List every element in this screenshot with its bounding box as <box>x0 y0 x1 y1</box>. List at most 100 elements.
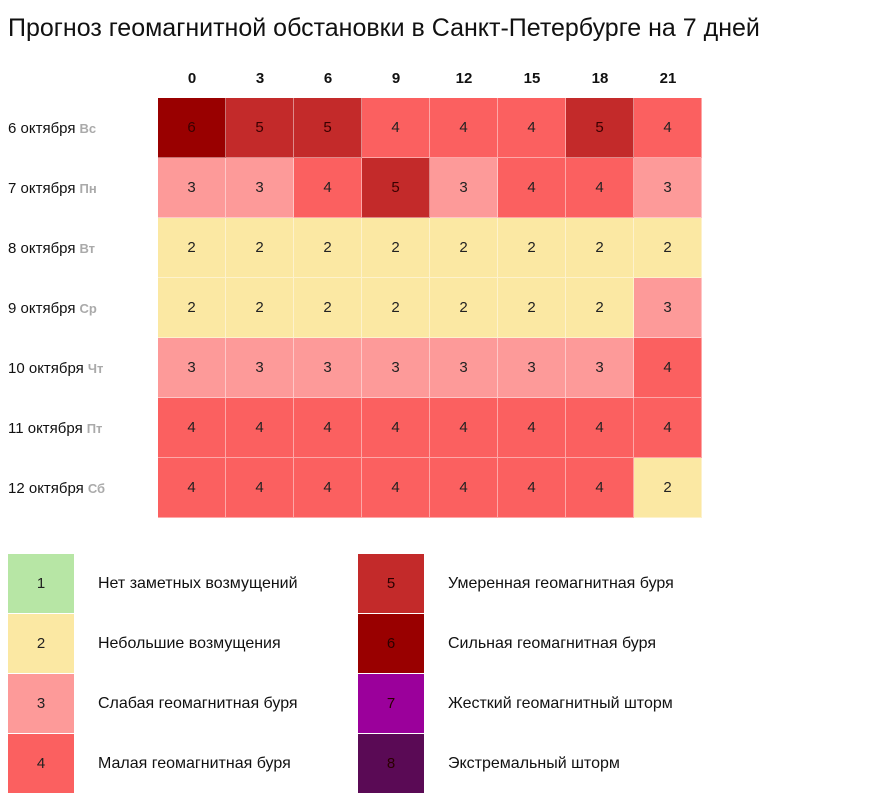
day-label: 8 октября Вт <box>8 240 158 257</box>
heatmap-cell: 2 <box>362 278 430 338</box>
day-label: 10 октября Чт <box>8 360 158 377</box>
heatmap-cell: 2 <box>566 218 634 278</box>
legend-swatch: 6 <box>358 614 424 674</box>
page-title: Прогноз геомагнитной обстановки в Санкт-… <box>8 14 760 42</box>
legend-item: 7 Жесткий геомагнитный шторм <box>358 674 674 734</box>
heatmap-cell: 2 <box>226 218 294 278</box>
heatmap-cell: 4 <box>362 98 430 158</box>
heatmap-row: 7 октября Пн 3 3 4 5 3 4 4 3 <box>8 158 702 218</box>
legend-item: 3 Слабая геомагнитная буря <box>8 674 298 734</box>
heatmap-cell: 3 <box>430 158 498 218</box>
heatmap-cell: 2 <box>158 218 226 278</box>
heatmap-row: 9 октября Ср 2 2 2 2 2 2 2 3 <box>8 278 702 338</box>
hour-header-row: 0 3 6 9 12 15 18 21 <box>158 70 702 87</box>
heatmap-cell: 4 <box>498 398 566 458</box>
heatmap-cell: 4 <box>294 458 362 518</box>
hour-label: 0 <box>187 70 197 87</box>
heatmap-cell: 3 <box>226 158 294 218</box>
legend-item: 5 Умеренная геомагнитная буря <box>358 554 674 614</box>
legend-label: Нет заметных возмущений <box>98 575 298 592</box>
legend-label: Умеренная геомагнитная буря <box>448 575 674 592</box>
heatmap-row: 6 октября Вс 6 5 5 4 4 4 5 4 <box>8 98 702 158</box>
heatmap-cell: 5 <box>294 98 362 158</box>
weekday-label: Пт <box>86 420 103 436</box>
hour-label: 9 <box>391 70 401 87</box>
weekday-label: Чт <box>87 360 104 376</box>
heatmap-cell: 2 <box>634 458 702 518</box>
legend-swatch: 4 <box>8 734 74 794</box>
date-label: 11 октября <box>8 419 83 437</box>
heatmap-cell: 5 <box>226 98 294 158</box>
heatmap-cell: 4 <box>566 458 634 518</box>
heatmap-cell: 4 <box>430 98 498 158</box>
heatmap-row: 10 октября Чт 3 3 3 3 3 3 3 4 <box>8 338 702 398</box>
weekday-label: Сб <box>87 480 106 496</box>
heatmap-cell: 5 <box>362 158 430 218</box>
weekday-label: Вс <box>79 120 97 136</box>
legend-item: 1 Нет заметных возмущений <box>8 554 298 614</box>
heatmap-cell: 4 <box>566 158 634 218</box>
hour-label: 6 <box>323 70 333 87</box>
heatmap-cell: 4 <box>158 398 226 458</box>
weekday-label: Вт <box>79 240 96 256</box>
legend-label: Малая геомагнитная буря <box>98 755 291 772</box>
date-label: 10 октября <box>8 359 84 377</box>
legend-right-column: 5 Умеренная геомагнитная буря 6 Сильная гео… <box>358 554 674 794</box>
heatmap-cell: 2 <box>294 218 362 278</box>
legend-swatch: 3 <box>8 674 74 734</box>
heatmap-cell: 2 <box>566 278 634 338</box>
heatmap-cell: 4 <box>430 458 498 518</box>
heatmap-cell: 4 <box>294 158 362 218</box>
heatmap-cell: 2 <box>294 278 362 338</box>
heatmap-cell: 2 <box>634 218 702 278</box>
date-label: 12 октября <box>8 479 84 497</box>
legend-swatch: 1 <box>8 554 74 614</box>
heatmap-cell: 2 <box>498 218 566 278</box>
heatmap-cell: 4 <box>226 398 294 458</box>
legend-item: 2 Небольшие возмущения <box>8 614 298 674</box>
legend-label: Жесткий геомагнитный шторм <box>448 695 673 712</box>
forecast-heatmap: 6 октября Вс 6 5 5 4 4 4 5 4 7 октября Пн 3 3 4 5 3 4 4 3 8 … <box>8 98 702 518</box>
date-label: 9 октября <box>8 299 76 317</box>
heatmap-cell: 5 <box>566 98 634 158</box>
heatmap-cell: 2 <box>226 278 294 338</box>
hour-label: 12 <box>455 70 473 87</box>
heatmap-cell: 4 <box>634 338 702 398</box>
date-label: 8 октября <box>8 239 76 257</box>
legend-label: Слабая геомагнитная буря <box>98 695 298 712</box>
legend-left-column: 1 Нет заметных возмущений 2 Небольшие возму… <box>8 554 298 794</box>
heatmap-cell: 2 <box>498 278 566 338</box>
heatmap-cell: 3 <box>634 278 702 338</box>
heatmap-cell: 4 <box>566 398 634 458</box>
heatmap-cell: 3 <box>634 158 702 218</box>
heatmap-cell: 3 <box>158 338 226 398</box>
heatmap-cell: 4 <box>498 158 566 218</box>
heatmap-cell: 3 <box>566 338 634 398</box>
heatmap-cell: 4 <box>362 458 430 518</box>
heatmap-cell: 6 <box>158 98 226 158</box>
heatmap-cell: 4 <box>226 458 294 518</box>
heatmap-cell: 2 <box>430 218 498 278</box>
hour-label: 15 <box>523 70 541 87</box>
legend-item: 8 Экстремальный шторм <box>358 734 674 794</box>
weekday-label: Пн <box>79 180 97 196</box>
heatmap-cell: 2 <box>430 278 498 338</box>
heatmap-cell: 3 <box>498 338 566 398</box>
heatmap-row: 8 октября Вт 2 2 2 2 2 2 2 2 <box>8 218 702 278</box>
heatmap-cell: 4 <box>498 458 566 518</box>
day-label: 12 октября Сб <box>8 480 158 497</box>
hour-label: 3 <box>255 70 265 87</box>
legend-item: 6 Сильная геомагнитная буря <box>358 614 674 674</box>
day-label: 7 октября Пн <box>8 180 158 197</box>
date-label: 6 октября <box>8 119 76 137</box>
day-label: 6 октября Вс <box>8 120 158 137</box>
heatmap-cell: 3 <box>362 338 430 398</box>
heatmap-row: 11 октября Пт 4 4 4 4 4 4 4 4 <box>8 398 702 458</box>
date-label: 7 октября <box>8 179 76 197</box>
legend-swatch: 7 <box>358 674 424 734</box>
legend-label: Небольшие возмущения <box>98 635 281 652</box>
weekday-label: Ср <box>79 300 97 316</box>
heatmap-cell: 4 <box>498 98 566 158</box>
heatmap-cell: 2 <box>362 218 430 278</box>
hour-label: 21 <box>659 70 677 87</box>
